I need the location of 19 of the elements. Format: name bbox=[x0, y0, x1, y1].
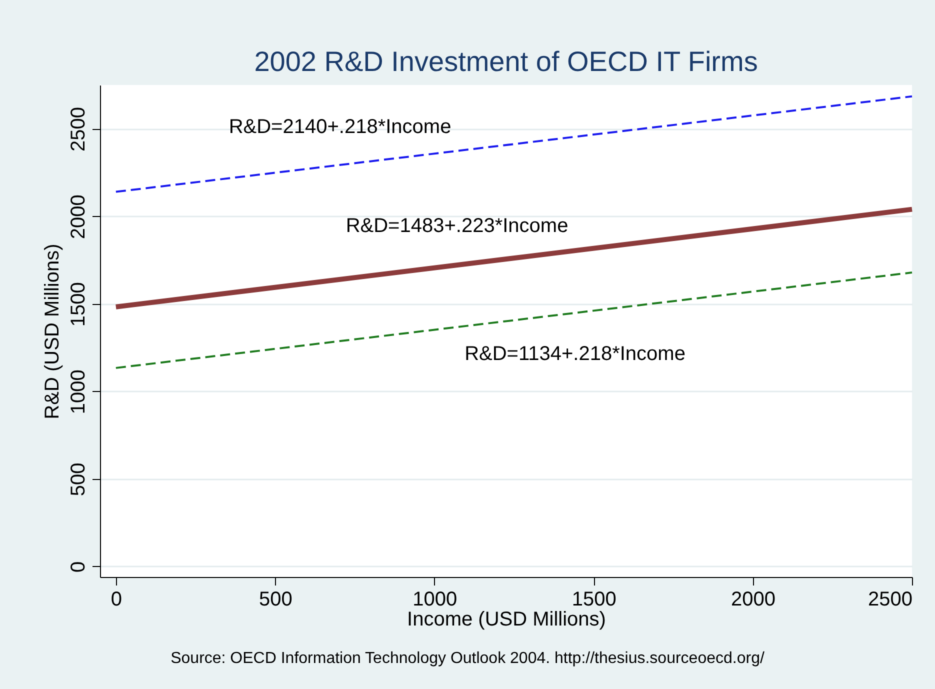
y-tick-label: 2500 bbox=[68, 107, 90, 152]
y-tick-label: 0 bbox=[68, 561, 90, 573]
annotation: R&D=1134+.218*Income bbox=[464, 343, 686, 365]
source-note: Source: OECD Information Technology Outlook 2004. http://thesius.sourceoecd.org/ bbox=[170, 650, 766, 668]
x-tick-label: 2500 bbox=[868, 588, 912, 610]
annotation: R&D=1483+.223*Income bbox=[346, 215, 568, 237]
x-tick-label: 1000 bbox=[412, 588, 458, 610]
x-tick-label: 0 bbox=[110, 588, 122, 610]
y-tick-label: 2000 bbox=[68, 194, 90, 240]
x-axis-title: Income (USD Millions) bbox=[407, 608, 606, 630]
y-axis-title: R&D (USD Millions) bbox=[42, 244, 64, 420]
y-tick-label: 500 bbox=[68, 462, 90, 496]
y-tick-label: 1500 bbox=[68, 282, 90, 327]
x-tick-label: 1500 bbox=[572, 588, 616, 610]
x-tick-label: 2000 bbox=[731, 588, 776, 610]
x-tick-label: 500 bbox=[258, 588, 292, 610]
annotation: R&D=2140+.218*Income bbox=[228, 116, 452, 138]
y-tick-label: 1000 bbox=[68, 370, 90, 414]
chart-title: 2002 R&D Investment of OECD IT Firms bbox=[254, 46, 758, 77]
